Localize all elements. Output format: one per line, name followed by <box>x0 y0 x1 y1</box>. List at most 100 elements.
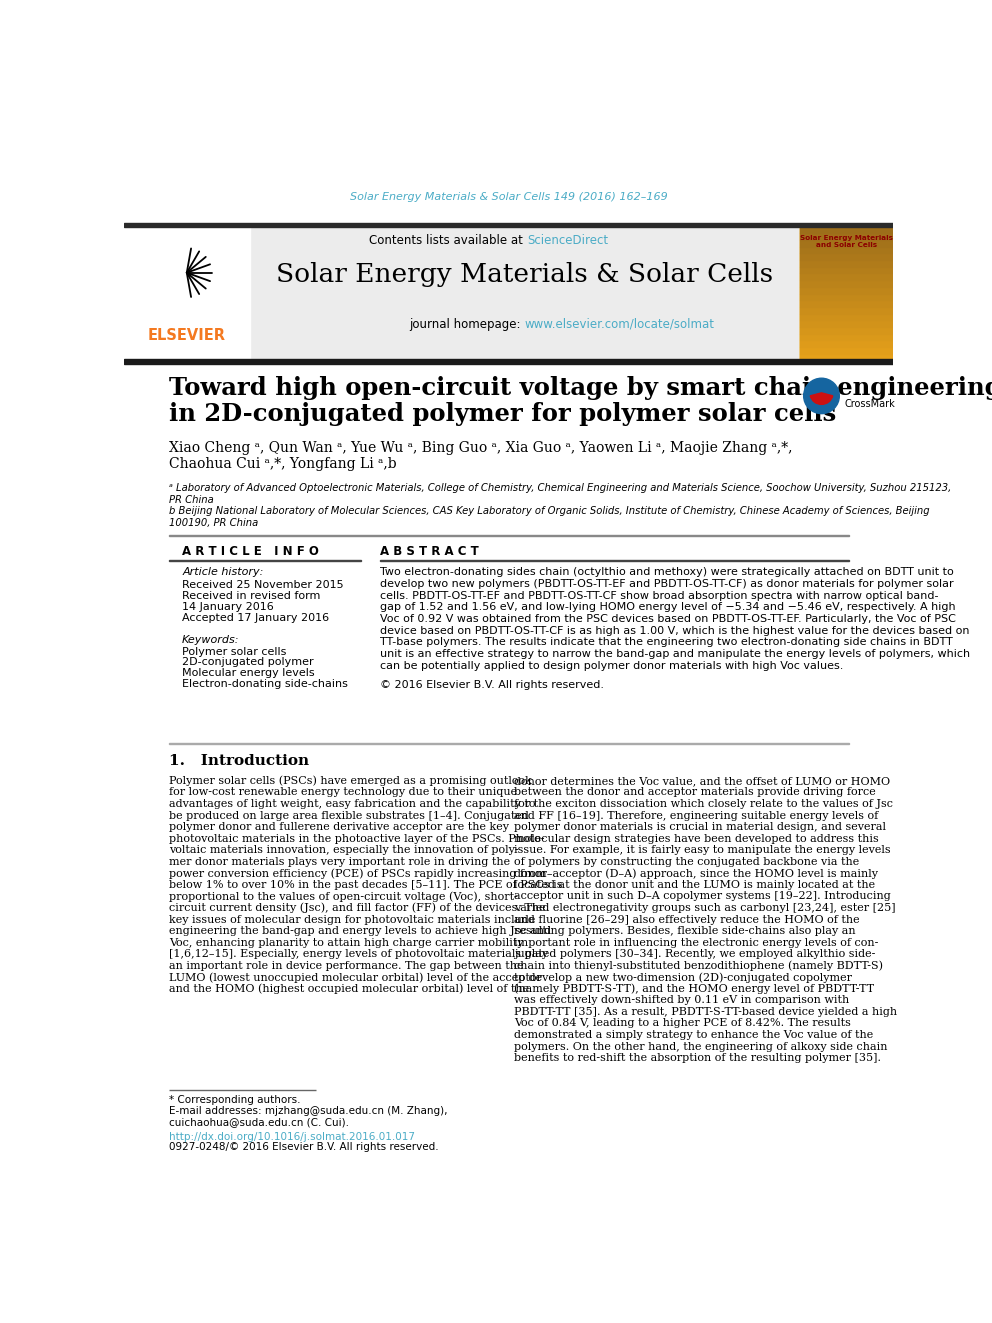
Text: cuichaohua@suda.edu.cn (C. Cui).: cuichaohua@suda.edu.cn (C. Cui). <box>169 1117 349 1127</box>
Bar <box>800 239 893 246</box>
Text: donor–acceptor (D–A) approach, since the HOMO level is mainly: donor–acceptor (D–A) approach, since the… <box>514 868 878 878</box>
Text: chain into thienyl-substituted benzodithiophene (namely BDTT-S): chain into thienyl-substituted benzodith… <box>514 960 883 971</box>
Text: A B S T R A C T: A B S T R A C T <box>380 545 478 558</box>
Text: ᵃ Laboratory of Advanced Optoelectronic Materials, College of Chemistry, Chemica: ᵃ Laboratory of Advanced Optoelectronic … <box>169 483 951 493</box>
Text: in 2D-conjugated polymer for polymer solar cells: in 2D-conjugated polymer for polymer sol… <box>169 402 836 426</box>
Text: molecular design strategies have been developed to address this: molecular design strategies have been de… <box>514 833 879 844</box>
Text: Received 25 November 2015: Received 25 November 2015 <box>183 579 344 590</box>
Bar <box>800 314 893 320</box>
Bar <box>800 307 893 314</box>
Text: [1,6,12–15]. Especially, energy levels of photovoltaic materials play: [1,6,12–15]. Especially, energy levels o… <box>169 949 548 959</box>
Text: Xiao Cheng ᵃ, Qun Wan ᵃ, Yue Wu ᵃ, Bing Guo ᵃ, Xia Guo ᵃ, Yaowen Li ᵃ, Maojie Zh: Xiao Cheng ᵃ, Qun Wan ᵃ, Yue Wu ᵃ, Bing … <box>169 441 793 455</box>
Text: PBDTT-TT [35]. As a result, PBDTT-S-TT-based device yielded a high: PBDTT-TT [35]. As a result, PBDTT-S-TT-b… <box>514 1007 897 1017</box>
Text: www.elsevier.com/locate/solmat: www.elsevier.com/locate/solmat <box>525 318 714 331</box>
Text: LUMO (lowest unoccupied molecular orbital) level of the acceptor: LUMO (lowest unoccupied molecular orbita… <box>169 972 542 983</box>
Text: located at the donor unit and the LUMO is mainly located at the: located at the donor unit and the LUMO i… <box>514 880 875 890</box>
Text: http://dx.doi.org/10.1016/j.solmat.2016.01.017: http://dx.doi.org/10.1016/j.solmat.2016.… <box>169 1131 415 1142</box>
Text: resulting polymers. Besides, flexible side-chains also play an: resulting polymers. Besides, flexible si… <box>514 926 855 937</box>
Text: Keywords:: Keywords: <box>183 635 240 646</box>
Bar <box>124 224 893 226</box>
Text: donor determines the Voc value, and the offset of LUMO or HOMO: donor determines the Voc value, and the … <box>514 775 890 786</box>
Text: 0927-0248/© 2016 Elsevier B.V. All rights reserved.: 0927-0248/© 2016 Elsevier B.V. All right… <box>169 1143 438 1152</box>
Text: develop two new polymers (PBDTT-OS-TT-EF and PBDTT-OS-TT-CF) as donor materials : develop two new polymers (PBDTT-OS-TT-EF… <box>380 579 953 589</box>
Text: Accepted 17 January 2016: Accepted 17 January 2016 <box>183 614 329 623</box>
Text: jugated polymers [30–34]. Recently, we employed alkylthio side-: jugated polymers [30–34]. Recently, we e… <box>514 949 875 959</box>
Text: Polymer solar cells (PSCs) have emerged as a promising outlook: Polymer solar cells (PSCs) have emerged … <box>169 775 532 786</box>
Text: device based on PBDTT-OS-TT-CF is as high as 1.00 V, which is the highest value : device based on PBDTT-OS-TT-CF is as hig… <box>380 626 969 636</box>
Text: benefits to red-shift the absorption of the resulting polymer [35].: benefits to red-shift the absorption of … <box>514 1053 881 1064</box>
Text: important role in influencing the electronic energy levels of con-: important role in influencing the electr… <box>514 938 878 947</box>
Text: for the exciton dissociation which closely relate to the values of Jsc: for the exciton dissociation which close… <box>514 799 893 810</box>
Text: b Beijing National Laboratory of Molecular Sciences, CAS Key Laboratory of Organ: b Beijing National Laboratory of Molecul… <box>169 507 930 516</box>
Bar <box>800 320 893 327</box>
Bar <box>800 300 893 307</box>
Text: engineering the band-gap and energy levels to achieve high Jsc and: engineering the band-gap and energy leve… <box>169 926 552 937</box>
Text: Toward high open-circuit voltage by smart chain engineering: Toward high open-circuit voltage by smar… <box>169 376 992 401</box>
Text: Received in revised form: Received in revised form <box>183 591 320 601</box>
Text: key issues of molecular design for photovoltaic materials include: key issues of molecular design for photo… <box>169 914 536 925</box>
Text: issue. For example, it is fairly easy to manipulate the energy levels: issue. For example, it is fairly easy to… <box>514 845 891 855</box>
Text: Solar Energy Materials & Solar Cells 149 (2016) 162–169: Solar Energy Materials & Solar Cells 149… <box>349 192 668 202</box>
Text: and FF [16–19]. Therefore, engineering suitable energy levels of: and FF [16–19]. Therefore, engineering s… <box>514 811 878 820</box>
Text: Solar Energy Materials & Solar Cells: Solar Energy Materials & Solar Cells <box>276 262 773 287</box>
Text: (namely PBDTT-S-TT), and the HOMO energy level of PBDTT-TT: (namely PBDTT-S-TT), and the HOMO energy… <box>514 983 874 994</box>
Bar <box>800 294 893 300</box>
Text: demonstrated a simply strategy to enhance the Voc value of the: demonstrated a simply strategy to enhanc… <box>514 1031 873 1040</box>
Text: Two electron-donating sides chain (octylthio and methoxy) were strategically att: Two electron-donating sides chain (octyl… <box>380 568 953 577</box>
Text: Electron-donating side-chains: Electron-donating side-chains <box>183 679 348 689</box>
Text: proportional to the values of open-circuit voltage (Voc), short-: proportional to the values of open-circu… <box>169 892 518 902</box>
Text: 100190, PR China: 100190, PR China <box>169 519 258 528</box>
Text: ScienceDirect: ScienceDirect <box>527 234 608 247</box>
Bar <box>800 327 893 333</box>
Bar <box>800 226 893 360</box>
Text: voltaic materials innovation, especially the innovation of poly-: voltaic materials innovation, especially… <box>169 845 519 855</box>
Text: TT-base polymers. The results indicate that the engineering two electron-donatin: TT-base polymers. The results indicate t… <box>380 638 952 647</box>
Wedge shape <box>810 393 832 405</box>
Text: E-mail addresses: mjzhang@suda.edu.cn (M. Zhang),: E-mail addresses: mjzhang@suda.edu.cn (M… <box>169 1106 447 1117</box>
Text: of polymers by constructing the conjugated backbone via the: of polymers by constructing the conjugat… <box>514 857 859 867</box>
Bar <box>800 261 893 267</box>
Bar <box>250 226 800 360</box>
Text: polymer donor and fullerene derivative acceptor are the key: polymer donor and fullerene derivative a… <box>169 822 509 832</box>
Text: be produced on large area flexible substrates [1–4]. Conjugated: be produced on large area flexible subst… <box>169 811 529 820</box>
Bar <box>800 340 893 347</box>
Text: journal homepage:: journal homepage: <box>410 318 525 331</box>
Text: CrossMark: CrossMark <box>845 398 896 409</box>
Text: * Corresponding authors.: * Corresponding authors. <box>169 1094 301 1105</box>
Bar <box>800 347 893 353</box>
Text: below 1% to over 10% in the past decades [5–11]. The PCE of PSCs is: below 1% to over 10% in the past decades… <box>169 880 562 890</box>
Text: power conversion efficiency (PCE) of PSCs rapidly increasing from: power conversion efficiency (PCE) of PSC… <box>169 868 547 878</box>
Bar <box>800 287 893 294</box>
Text: to develop a new two-dimension (2D)-conjugated copolymer: to develop a new two-dimension (2D)-conj… <box>514 972 852 983</box>
Text: between the donor and acceptor materials provide driving force: between the donor and acceptor materials… <box>514 787 876 798</box>
Bar <box>800 280 893 287</box>
Circle shape <box>804 378 839 414</box>
Text: polymers. On the other hand, the engineering of alkoxy side chain: polymers. On the other hand, the enginee… <box>514 1041 887 1052</box>
Text: Voc, enhancing planarity to attain high charge carrier mobility: Voc, enhancing planarity to attain high … <box>169 938 524 947</box>
Bar <box>800 226 893 360</box>
Text: an important role in device performance. The gap between the: an important role in device performance.… <box>169 960 524 971</box>
Text: advantages of light weight, easy fabrication and the capability to: advantages of light weight, easy fabrica… <box>169 799 536 810</box>
Text: 1.   Introduction: 1. Introduction <box>169 754 310 767</box>
Text: gap of 1.52 and 1.56 eV, and low-lying HOMO energy level of −5.34 and −5.46 eV, : gap of 1.52 and 1.56 eV, and low-lying H… <box>380 602 955 613</box>
Text: circuit current density (Jsc), and fill factor (FF) of the devices. The: circuit current density (Jsc), and fill … <box>169 902 546 913</box>
Text: mer donor materials plays very important role in driving the: mer donor materials plays very important… <box>169 857 510 867</box>
Bar <box>800 267 893 274</box>
Text: and the HOMO (highest occupied molecular orbital) level of the: and the HOMO (highest occupied molecular… <box>169 983 529 994</box>
Bar <box>124 359 893 364</box>
Text: and fluorine [26–29] also effectively reduce the HOMO of the: and fluorine [26–29] also effectively re… <box>514 914 859 925</box>
Bar <box>800 253 893 261</box>
Text: Chaohua Cui ᵃ,*, Yongfang Li ᵃ,b: Chaohua Cui ᵃ,*, Yongfang Li ᵃ,b <box>169 458 397 471</box>
Text: Contents lists available at: Contents lists available at <box>369 234 527 247</box>
Text: for low-cost renewable energy technology due to their unique: for low-cost renewable energy technology… <box>169 787 517 798</box>
Text: Voc of 0.92 V was obtained from the PSC devices based on PBDTT-OS-TT-EF. Particu: Voc of 0.92 V was obtained from the PSC … <box>380 614 955 624</box>
Text: polymer donor materials is crucial in material design, and several: polymer donor materials is crucial in ma… <box>514 822 886 832</box>
Text: acceptor unit in such D–A copolymer systems [19–22]. Introducing: acceptor unit in such D–A copolymer syst… <box>514 892 891 901</box>
Text: PR China: PR China <box>169 495 213 505</box>
Text: ELSEVIER: ELSEVIER <box>148 328 226 344</box>
Text: varied electronegativity groups such as carbonyl [23,24], ester [25]: varied electronegativity groups such as … <box>514 904 896 913</box>
Text: unit is an effective strategy to narrow the band-gap and manipulate the energy l: unit is an effective strategy to narrow … <box>380 650 970 659</box>
Bar <box>800 353 893 360</box>
Bar <box>800 246 893 253</box>
Text: Molecular energy levels: Molecular energy levels <box>183 668 314 679</box>
